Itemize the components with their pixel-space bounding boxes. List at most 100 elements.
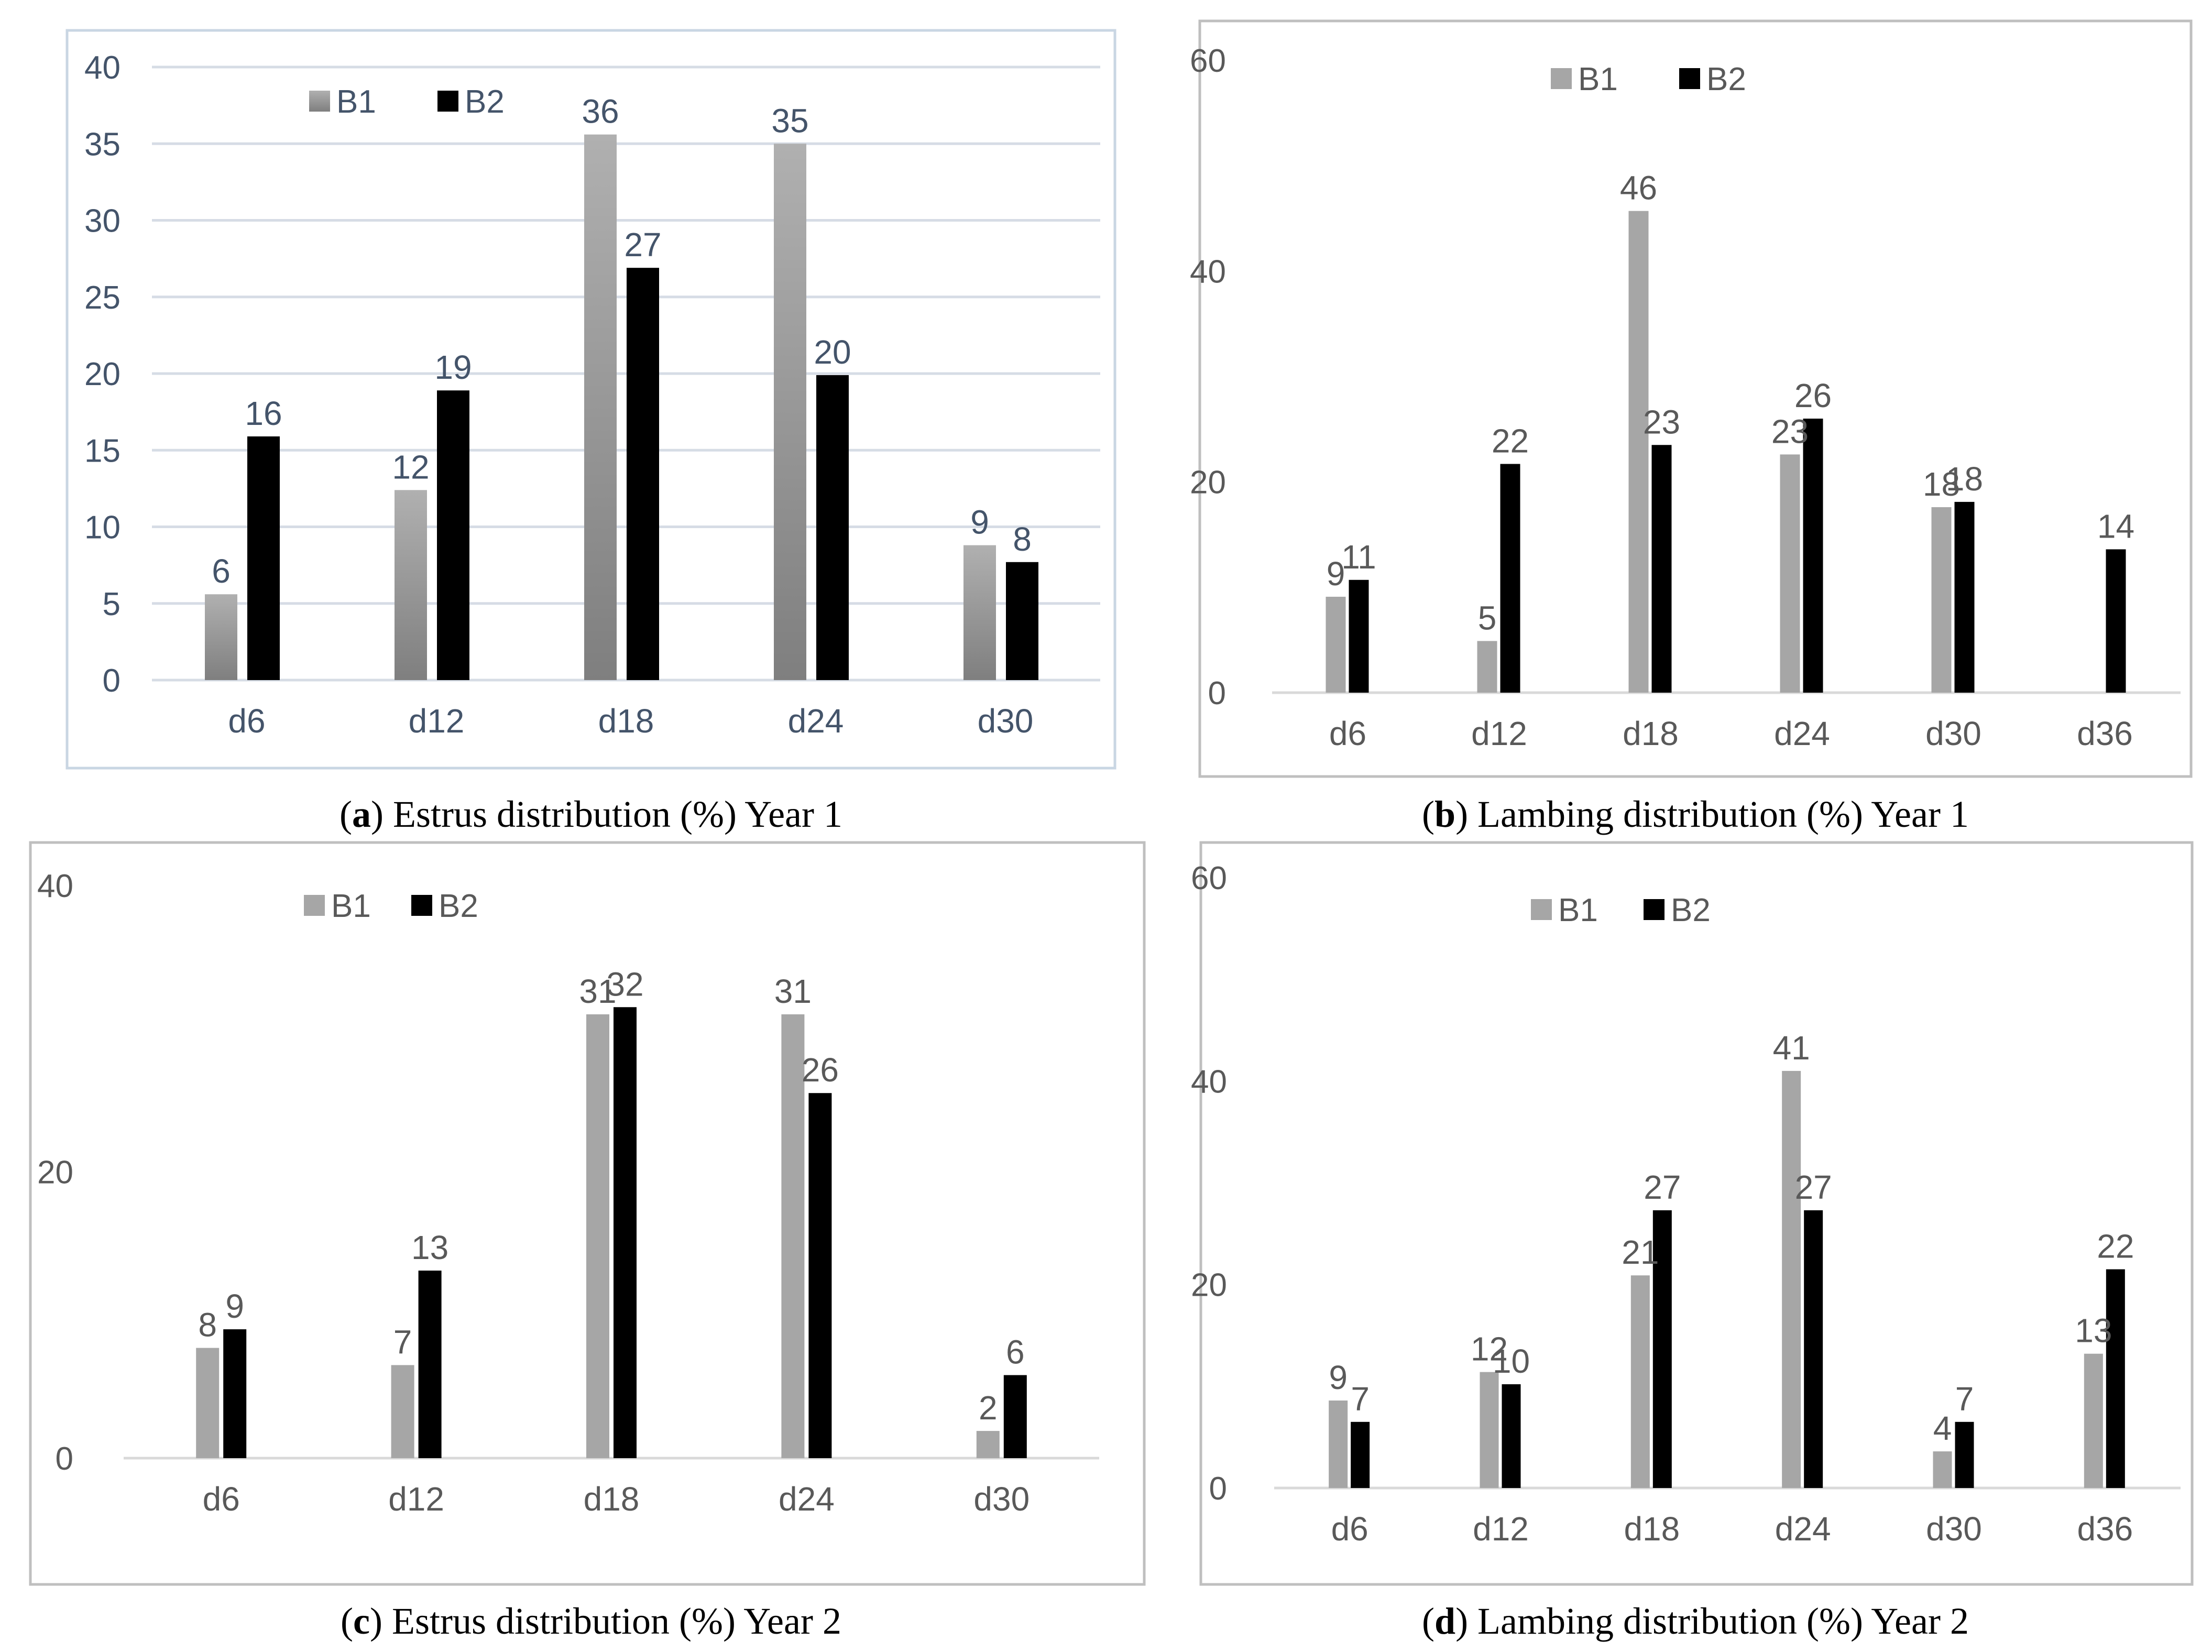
panel-d-bars — [1329, 1070, 2125, 1488]
c-data-label-B2-d24: 26 — [802, 1051, 839, 1089]
panel-a-y-ticks: 0 5 10 15 20 25 30 35 40 — [84, 50, 121, 699]
panel-b-legend: B1 B2 — [1551, 61, 1746, 97]
d-data-label-B2-d18: 27 — [1644, 1168, 1681, 1206]
d-legend-label-B1: B1 — [1558, 892, 1598, 928]
b-x-tick-d18: d18 — [1623, 715, 1679, 752]
d-data-label-B1-d6: 9 — [1329, 1359, 1348, 1396]
a-data-label-B2-d24: 20 — [814, 333, 851, 371]
b-data-label-B2-d12: 22 — [1492, 422, 1529, 460]
d-x-tick-d30: d30 — [1926, 1510, 1982, 1548]
panel-d-x-ticks: d6 d12 d18 d24 d30 d36 — [1331, 1510, 2133, 1548]
d-legend-swatch-B2 — [1644, 899, 1665, 920]
d-data-label-B2-d36: 22 — [2097, 1228, 2134, 1265]
c-data-label-B2-d18: 32 — [606, 965, 643, 1003]
b-bar-B2-d30 — [1954, 501, 1975, 693]
c-legend-swatch-B1 — [304, 895, 325, 916]
a-bar-B1-d6 — [205, 594, 237, 680]
a-bar-B2-d6 — [247, 436, 280, 680]
panel-c-bars — [196, 1007, 1027, 1458]
d-data-label-B1-d36: 13 — [2075, 1312, 2112, 1350]
panel-b-caption: (b) Lambing distribution (%) Year 1 — [1422, 793, 1969, 835]
d-x-tick-d6: d6 — [1331, 1510, 1368, 1548]
c-x-tick-d30: d30 — [973, 1480, 1030, 1518]
c-bar-B2-d18 — [614, 1007, 637, 1458]
c-legend-swatch-B2 — [411, 895, 432, 916]
b-bar-B2-d12 — [1500, 464, 1520, 693]
a-bar-B1-d18 — [584, 134, 617, 681]
panel-a-gridlines — [152, 65, 1100, 682]
a-bar-B1-d30 — [963, 545, 996, 680]
panel-c-legend: B1 B2 — [304, 888, 478, 924]
c-data-label-B1-d30: 2 — [979, 1389, 998, 1427]
panel-a-data-labels: 6 16 12 19 36 27 35 20 9 8 — [212, 93, 1032, 590]
b-y-tick-0: 0 — [1208, 675, 1226, 712]
d-bar-B2-d30 — [1955, 1421, 1974, 1488]
panel-a-caption-text: Estrus distribution (%) Year 1 — [393, 793, 842, 835]
d-y-tick-40: 40 — [1191, 1064, 1227, 1100]
a-bar-B1-d24 — [774, 144, 806, 680]
panel-b-x-ticks: d6 d12 d18 d24 d30 d36 — [1329, 715, 2133, 752]
d-data-label-B2-d30: 7 — [1955, 1380, 1974, 1418]
d-bar-B1-d6 — [1329, 1401, 1348, 1488]
a-data-label-B2-d12: 19 — [434, 348, 472, 386]
panel-d-caption-letter: d — [1434, 1600, 1455, 1642]
d-x-tick-d18: d18 — [1624, 1510, 1680, 1548]
d-bar-B2-d36 — [2106, 1269, 2125, 1488]
c-bar-B1-d24 — [781, 1014, 805, 1458]
a-y-tick-5: 5 — [103, 586, 121, 622]
a-bar-B2-d24 — [816, 375, 849, 680]
b-data-label-B1-d24: 23 — [1771, 412, 1809, 450]
d-y-tick-60: 60 — [1191, 860, 1227, 896]
panel-c-caption-text: Estrus distribution (%) Year 2 — [392, 1600, 841, 1642]
a-y-tick-30: 30 — [84, 203, 121, 239]
c-bar-B2-d12 — [418, 1271, 442, 1458]
b-legend-label-B1: B1 — [1578, 61, 1618, 97]
d-legend-swatch-B1 — [1531, 899, 1552, 920]
a-bar-B2-d30 — [1006, 562, 1038, 680]
a-x-tick-d30: d30 — [978, 702, 1034, 740]
c-x-tick-d24: d24 — [779, 1480, 835, 1518]
panel-a-x-ticks: d6 d12 d18 d24 d30 — [228, 702, 1033, 740]
a-y-tick-10: 10 — [84, 510, 121, 546]
panel-c-caption: (c) Estrus distribution (%) Year 2 — [341, 1600, 841, 1642]
b-legend-swatch-B1 — [1551, 68, 1572, 89]
panel-a-estrus-year1: 0 5 10 15 20 25 30 35 40 6 16 12 19 36 27 35 20 9 8 d6 d12… — [65, 29, 1116, 770]
d-data-label-B1-d24: 41 — [1773, 1029, 1810, 1067]
c-x-tick-d6: d6 — [203, 1480, 240, 1518]
b-bar-B2-d18 — [1651, 445, 1672, 693]
d-bar-B1-d30 — [1933, 1451, 1952, 1488]
c-data-label-B1-d6: 8 — [198, 1306, 217, 1344]
b-x-tick-d30: d30 — [1925, 715, 1981, 752]
a-y-tick-15: 15 — [84, 433, 121, 469]
b-x-tick-d12: d12 — [1471, 715, 1527, 752]
a-y-tick-35: 35 — [84, 126, 121, 162]
c-y-tick-20: 20 — [37, 1155, 73, 1191]
a-y-tick-20: 20 — [84, 356, 121, 392]
panel-d-y-ticks: 0 20 40 60 — [1191, 860, 1227, 1507]
b-legend-label-B2: B2 — [1706, 61, 1746, 97]
panel-b-frame — [1198, 19, 2193, 778]
c-data-label-B2-d6: 9 — [225, 1287, 244, 1325]
b-bar-B1-d24 — [1780, 454, 1800, 693]
a-y-tick-0: 0 — [103, 663, 121, 699]
panel-b-bars — [1326, 211, 2126, 693]
d-bar-B1-d24 — [1782, 1070, 1801, 1488]
c-data-label-B1-d12: 7 — [393, 1323, 412, 1361]
d-bar-B2-d18 — [1652, 1210, 1672, 1488]
c-legend-label-B2: B2 — [439, 888, 478, 924]
d-data-label-B2-d12: 10 — [1493, 1342, 1530, 1380]
d-data-label-B1-d30: 4 — [1933, 1409, 1952, 1447]
b-data-label-B2-d36: 14 — [2097, 507, 2134, 545]
c-bar-B2-d24 — [808, 1093, 832, 1458]
b-bar-B2-d36 — [2106, 549, 2126, 693]
panel-b-caption-letter: b — [1434, 793, 1455, 835]
panel-a-bars — [205, 134, 1038, 681]
a-data-label-B1-d6: 6 — [212, 552, 231, 590]
panel-c-caption-letter: c — [353, 1600, 370, 1642]
panel-a-legend: B1 B2 — [309, 84, 505, 120]
b-bar-B2-d24 — [1803, 418, 1823, 693]
b-data-label-B1-d12: 5 — [1478, 599, 1497, 637]
